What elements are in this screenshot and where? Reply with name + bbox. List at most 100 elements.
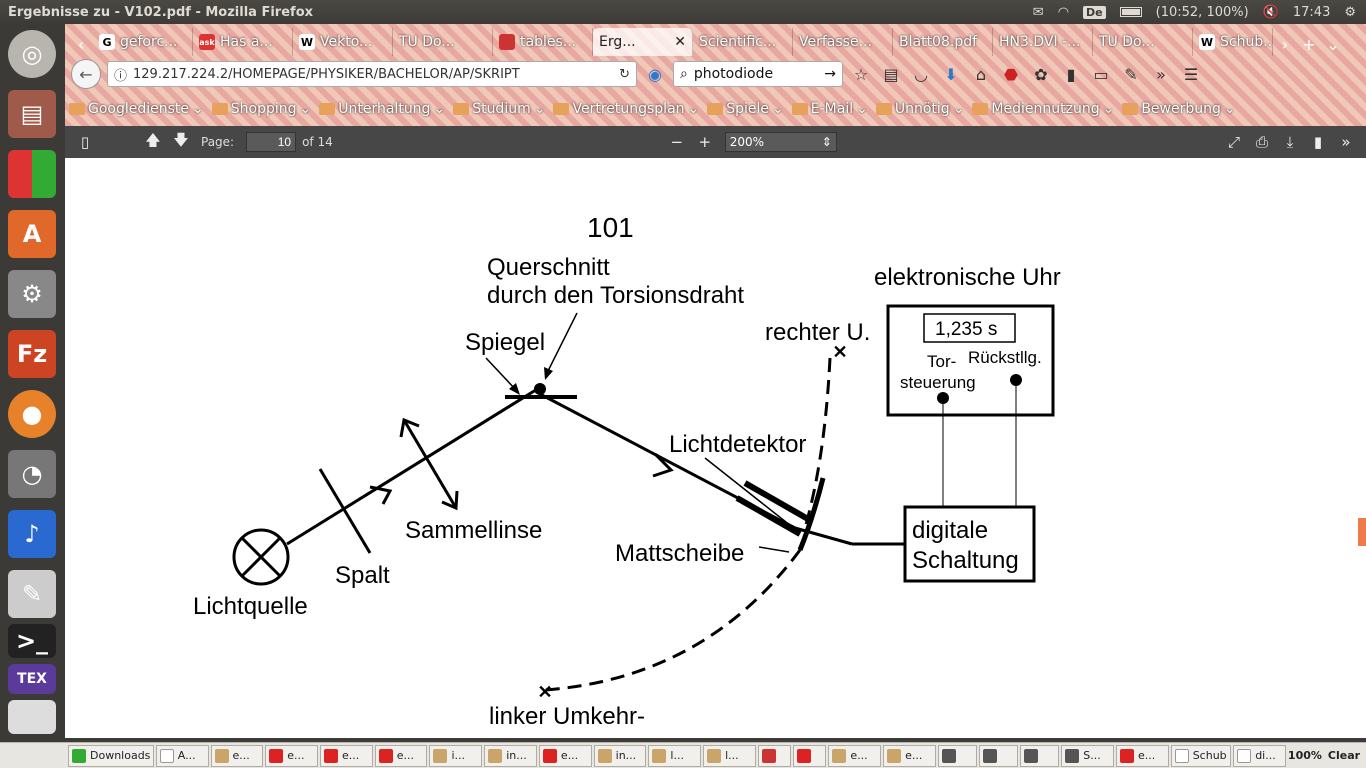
task-item[interactable] [979, 744, 1019, 767]
libreoffice-icon[interactable] [8, 150, 56, 198]
new-tab-icon[interactable]: + [1302, 34, 1316, 54]
task-item[interactable]: l... [648, 744, 702, 767]
task-item[interactable]: e... [319, 744, 373, 767]
tools-icon[interactable]: ✎ [1124, 64, 1138, 84]
extension-2-icon[interactable]: ▮ [1066, 64, 1076, 84]
bookmark-folder-3[interactable]: Studium ⌄ [453, 101, 545, 117]
task-item[interactable]: e... [374, 744, 428, 767]
tab-9[interactable]: HN3.DVI -... [993, 28, 1093, 56]
close-tab-icon[interactable]: ✕ [674, 34, 686, 50]
task-item[interactable]: e... [265, 744, 318, 767]
task-item[interactable]: S... [1061, 744, 1114, 767]
previous-page-icon[interactable]: 🡅 [145, 130, 161, 149]
keyboard-layout-indicator[interactable]: De [1083, 5, 1106, 19]
task-item[interactable]: di... [1233, 744, 1286, 767]
clock[interactable]: 17:43 [1292, 4, 1331, 20]
tab-2[interactable]: W Vekto... [293, 28, 393, 56]
image-editor-icon[interactable]: ✎ [8, 570, 56, 618]
bookmark-folder-4[interactable]: Vertretungsplan ⌄ [553, 101, 699, 117]
tab-10[interactable]: TU Do... [1093, 28, 1193, 56]
search-input[interactable]: ⌕ photodiode → [673, 61, 843, 87]
scrollbar-thumb[interactable] [1358, 518, 1366, 546]
task-downloads[interactable]: Downloads [68, 744, 154, 767]
next-page-icon[interactable]: 🡇 [173, 130, 189, 149]
tab-4[interactable]: tables... [493, 28, 593, 56]
task-item[interactable]: in... [484, 744, 537, 767]
reload-icon[interactable]: ↻ [619, 66, 630, 82]
task-item[interactable] [937, 744, 977, 767]
site-info-icon[interactable]: ⓘ [114, 68, 128, 84]
mail-icon[interactable]: ✉ [1032, 4, 1044, 20]
task-item[interactable] [1020, 744, 1060, 767]
search-engine-icon[interactable]: ◉ [648, 64, 662, 84]
reading-list-icon[interactable]: ▤ [883, 64, 899, 84]
firefox-icon[interactable]: ● [8, 390, 56, 438]
zoom-out-icon[interactable]: − [670, 133, 684, 151]
fullscreen-icon[interactable]: ⤢ [1227, 133, 1240, 151]
save-icon[interactable]: ⤓ [1286, 133, 1294, 151]
task-item[interactable]: e... [538, 744, 592, 767]
print-icon[interactable]: ⎙ [1255, 133, 1268, 151]
terminal-icon[interactable]: >_ [8, 624, 56, 658]
audacity-icon[interactable]: ♪ [8, 510, 56, 558]
dash-home-icon[interactable]: ◎ [8, 30, 56, 78]
bookmark-folder-7[interactable]: Unnötig ⌄ [875, 101, 964, 117]
volume-icon[interactable]: 🔇 [1262, 4, 1279, 20]
task-item[interactable]: e... [883, 744, 936, 767]
wifi-icon[interactable]: ◠ [1057, 4, 1070, 20]
battery-icon[interactable] [1119, 7, 1142, 17]
task-item[interactable]: A... [155, 744, 209, 767]
clear-button[interactable]: Clear [1327, 749, 1361, 762]
zoom-in-icon[interactable]: + [698, 133, 712, 151]
task-item[interactable]: in... [593, 744, 647, 767]
task-item[interactable]: e... [1115, 744, 1169, 767]
pocket-icon[interactable]: ◡ [914, 64, 928, 84]
bookmark-folder-1[interactable]: Shopping ⌄ [211, 101, 311, 117]
adblock-icon[interactable]: ⬣ [1004, 64, 1018, 84]
hamburger-menu-icon[interactable]: ☰ [1183, 64, 1199, 84]
task-item[interactable] [793, 744, 827, 767]
software-center-icon[interactable]: A [8, 210, 56, 258]
tools-menu-icon[interactable]: » [1341, 133, 1351, 151]
latex-icon[interactable]: TEX [8, 664, 56, 694]
search-go-icon[interactable]: → [824, 66, 836, 82]
download-icon[interactable]: ⬇ [944, 64, 958, 84]
tab-1[interactable]: ask Has a... [193, 28, 293, 56]
bookmark-star-icon[interactable]: ☆ [853, 64, 869, 84]
task-item[interactable]: Schub [1170, 744, 1232, 767]
zoom-select[interactable]: 200% ⇕ [724, 132, 837, 152]
task-item[interactable] [757, 744, 792, 767]
back-button[interactable]: ← [71, 59, 101, 89]
task-item[interactable]: e... [828, 744, 882, 767]
tab-6[interactable]: Scientific... [693, 28, 793, 56]
bookmark-folder-2[interactable]: Unterhaltung ⌄ [319, 101, 445, 117]
home-icon[interactable]: ⌂ [975, 64, 987, 84]
tabs-scroll-right-icon[interactable]: › [1281, 34, 1289, 54]
document-scrollbar[interactable] [1356, 158, 1366, 738]
overflow-icon[interactable]: » [1156, 64, 1166, 84]
disk-usage-icon[interactable]: ◔ [8, 450, 56, 498]
screenshot-icon[interactable]: ▭ [1093, 64, 1109, 84]
bookmark-icon[interactable]: ▮ [1313, 133, 1323, 151]
bookmark-folder-6[interactable]: E-Mail ⌄ [791, 101, 868, 117]
tabs-scroll-left-icon[interactable]: ‹ [77, 34, 85, 54]
sidebar-toggle-icon[interactable]: ▯ [80, 133, 90, 151]
task-item[interactable]: e... [210, 744, 264, 767]
extension-icon[interactable]: ✿ [1034, 64, 1048, 84]
zoom-level[interactable]: 100% [1287, 749, 1322, 762]
tab-list-icon[interactable]: ⌄ [1326, 34, 1340, 54]
bookmark-folder-9[interactable]: Bewerbung ⌄ [1122, 101, 1236, 117]
filezilla-icon[interactable]: Fz [8, 330, 56, 378]
files-icon[interactable]: ▤ [8, 90, 56, 138]
tab-7[interactable]: Verfasse... [793, 28, 893, 56]
gear-icon[interactable]: ⚙ [1344, 4, 1356, 20]
task-item[interactable]: l... [703, 744, 756, 767]
tab-5-active[interactable]: Erg... ✕ [593, 28, 693, 56]
page-number-input[interactable] [246, 132, 297, 152]
tab-3[interactable]: TU Do... [393, 28, 493, 56]
bookmark-folder-8[interactable]: Mediennutzung ⌄ [972, 101, 1114, 117]
settings-icon[interactable]: ⚙ [8, 270, 56, 318]
trash-icon[interactable] [8, 700, 56, 734]
url-bar[interactable]: ⓘ 129.217.224.2/HOMEPAGE/PHYSIKER/BACHEL… [107, 61, 637, 87]
